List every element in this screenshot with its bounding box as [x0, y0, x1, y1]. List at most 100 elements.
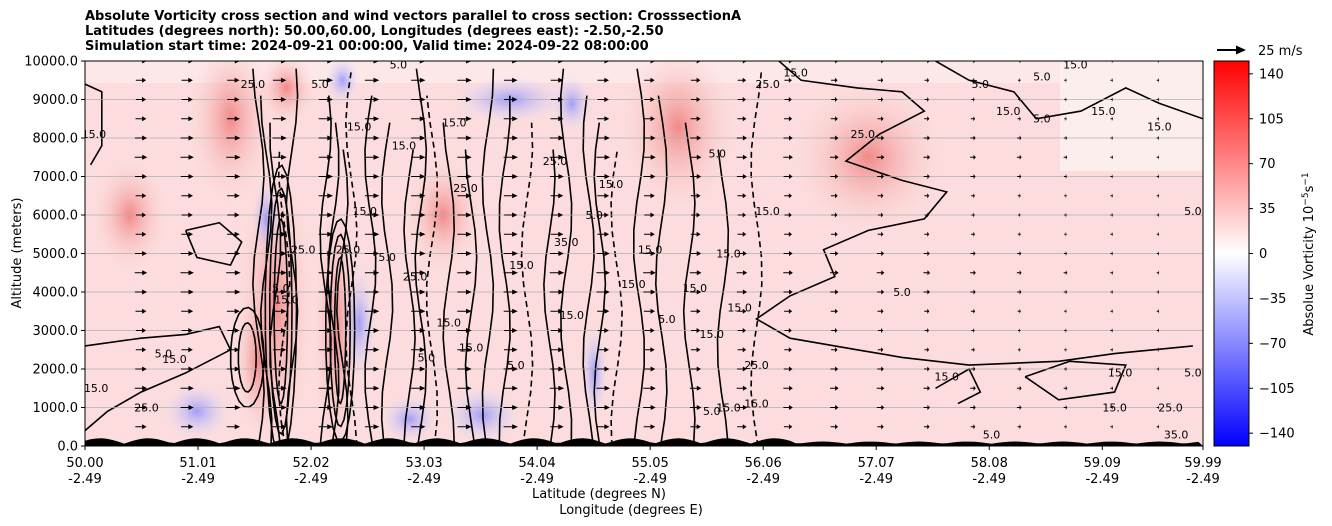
wind-arrow-head — [1204, 347, 1205, 352]
wind-arrow — [135, 174, 147, 179]
wind-arrow — [784, 116, 793, 122]
wind-arrow — [876, 154, 885, 160]
wind-arrow-head — [604, 193, 610, 199]
wind-arrow — [226, 308, 240, 314]
wind-arrow — [1064, 231, 1067, 237]
x-tick-label-longitude: -2.49 — [520, 472, 554, 487]
wind-arrow — [830, 154, 839, 160]
wind-arrow-head — [650, 212, 655, 218]
wind-arrow — [272, 366, 287, 372]
wind-arrow — [783, 289, 793, 295]
wind-arrow-head — [742, 270, 748, 276]
wind-arrow-head — [558, 328, 564, 333]
wind-arrow — [1064, 193, 1067, 199]
wind-arrow — [318, 424, 334, 430]
wind-arrow — [318, 174, 334, 179]
wind-arrow-head — [1158, 77, 1160, 83]
wind-arrow-head — [1065, 289, 1068, 295]
wind-arrow — [924, 308, 930, 314]
wind-arrow — [971, 77, 975, 83]
wind-arrow — [923, 174, 930, 179]
wind-arrow-head — [373, 405, 380, 410]
wind-arrow-head — [558, 77, 564, 83]
wind-arrow — [272, 405, 287, 410]
wind-arrow-head — [835, 424, 839, 430]
wind-arrow-head — [742, 97, 747, 102]
wind-arrow — [737, 77, 747, 83]
wind-arrow-head — [1065, 385, 1068, 391]
wind-arrow-head — [1158, 116, 1160, 122]
positive-vorticity-region — [788, 77, 949, 238]
negative-vorticity-region — [251, 178, 282, 259]
contour-label: 35.0 — [554, 236, 579, 249]
wind-arrow-head — [1158, 405, 1160, 410]
wind-arrow-head — [650, 424, 656, 430]
wind-arrow-head — [1111, 328, 1113, 333]
wind-arrow-head — [604, 61, 610, 64]
wind-arrow-head — [1204, 251, 1205, 256]
contour-line — [755, 61, 1193, 366]
wind-arrow — [830, 385, 839, 391]
wind-arrow — [1110, 347, 1113, 353]
wind-arrow-head — [788, 116, 793, 122]
wind-arrow-head — [280, 328, 287, 333]
wind-arrow — [596, 61, 610, 64]
wind-arrow-head — [604, 289, 610, 295]
wind-arrow-head — [973, 154, 976, 160]
wind-arrow-head — [188, 77, 193, 83]
wind-arrow — [970, 61, 976, 64]
wind-arrow — [971, 328, 975, 333]
wind-arrow — [1156, 347, 1160, 353]
wind-arrow-head — [881, 347, 884, 353]
wind-arrow-head — [512, 61, 518, 64]
wind-arrow — [227, 231, 240, 237]
wind-arrow-head — [788, 61, 793, 64]
wind-arrow-head — [742, 212, 746, 218]
contour-label: 15.0 — [560, 309, 585, 322]
wind-arrow — [784, 212, 792, 218]
wind-arrow-head — [327, 61, 334, 64]
wind-arrow — [877, 347, 884, 353]
wind-arrow — [597, 212, 609, 218]
wind-arrow — [783, 405, 793, 410]
wind-arrow-head — [788, 174, 793, 179]
contour-label: 15.0 — [442, 116, 467, 129]
wind-arrow-head — [604, 347, 609, 353]
wind-arrow-head — [465, 97, 472, 102]
wind-arrow — [181, 328, 193, 333]
wind-arrow-head — [696, 116, 701, 122]
contour-label: 15.0 — [459, 342, 484, 355]
wind-arrow-head — [327, 135, 334, 141]
wind-arrow — [877, 193, 884, 199]
wind-arrow-head — [188, 231, 193, 237]
y-tick-label: 2000.0 — [33, 363, 79, 378]
contour-label: 15.0 — [755, 205, 780, 218]
wind-arrow — [318, 116, 334, 122]
contour-label: 25.0 — [453, 182, 478, 195]
positive-vorticity-region — [256, 61, 317, 128]
wind-arrow — [180, 270, 194, 276]
wind-arrow-head — [1019, 231, 1021, 237]
wind-arrow — [364, 385, 380, 391]
wind-arrow — [597, 116, 610, 122]
wind-arrow-head — [558, 270, 565, 276]
wind-arrow — [1016, 270, 1022, 276]
wind-arrow-head — [558, 366, 564, 372]
contour-label: 15.0 — [716, 247, 741, 260]
wind-arrow-head — [1204, 405, 1205, 410]
wind-arrow — [1063, 289, 1068, 295]
wind-arrow — [643, 154, 656, 160]
wind-arrow — [1017, 347, 1021, 353]
wind-arrow — [970, 116, 976, 122]
wind-arrow — [135, 61, 147, 64]
wind-arrow — [736, 289, 747, 295]
wind-arrow-head — [512, 405, 518, 410]
wind-arrow-head — [373, 135, 380, 141]
wind-arrow — [597, 77, 609, 83]
wind-arrow — [877, 77, 884, 83]
wind-arrow-head — [1065, 347, 1067, 353]
wind-arrow — [273, 212, 287, 218]
wind-arrow — [736, 174, 747, 179]
wind-arrow-head — [973, 405, 976, 410]
wind-arrow-head — [788, 366, 793, 372]
